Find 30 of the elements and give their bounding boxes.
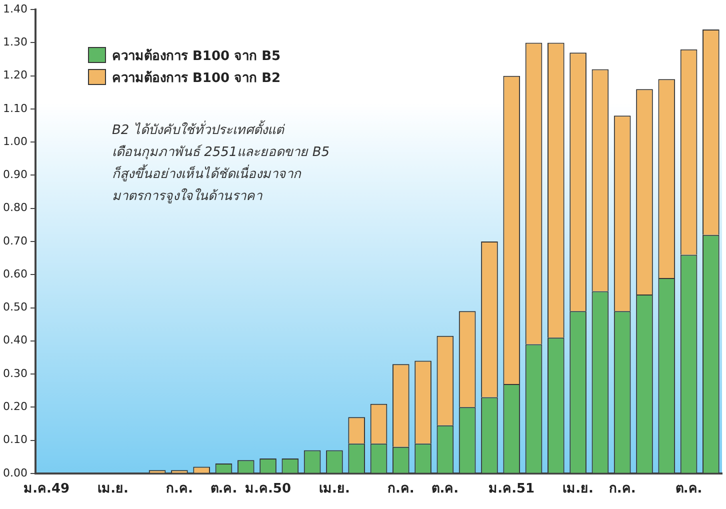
x-tick-label: ต.ค. [210, 482, 238, 497]
legend-label: ความต้องการ B100 จาก B2 [112, 70, 281, 88]
y-tick-label: 0.50 [2, 300, 28, 314]
y-tick-label: 1.20 [2, 68, 28, 82]
annotation: B2 ได้บังคับใช้ทั่วประเทศตั้งแต่ เดือนกุมภาพันธ์ 2551และยอดขาย B5 ก็สูงขึ้นอย่างเห็นได้ชัดเนื่องมาจาก มาตรการจูงใจในด้านราคา [112, 120, 330, 206]
y-tick-label: 0.20 [2, 400, 28, 413]
y-tick-label: 0.90 [2, 168, 28, 182]
x-tick-label: ต.ค. [675, 482, 702, 497]
x-tick-label: ก.ค. [166, 482, 193, 497]
x-tick-label: เม.ย. [319, 482, 350, 497]
x-tick-label: เม.ย. [98, 482, 128, 497]
y-tick-label: 0.00 [2, 466, 28, 480]
x-tick-label: ก.ค. [608, 482, 636, 497]
y-tick-label: 0.10 [2, 433, 28, 446]
y-tick-label: 1.10 [2, 102, 28, 115]
y-tick-label: 0.40 [2, 334, 28, 347]
x-tick-label: ม.ค.49 [24, 482, 70, 497]
x-tick-label: เม.ย. [562, 482, 594, 497]
x-tick-label: ม.ค.50 [245, 482, 292, 497]
y-tick-label: 0.70 [2, 234, 28, 248]
y-tick-label: 1.00 [2, 134, 28, 148]
y-tick-label: 0.30 [2, 366, 28, 380]
y-tick-label: 0.80 [2, 201, 28, 214]
legend-label: ความต้องการ B100 จาก B5 [112, 48, 281, 66]
x-tick-label: ต.ค. [432, 482, 459, 497]
y-tick-label: 1.40 [2, 2, 28, 16]
x-tick-label: ม.ค.51 [488, 482, 535, 497]
y-tick-label: 1.30 [2, 36, 28, 49]
y-tick-label: 0.60 [2, 267, 28, 280]
x-tick-label: ก.ค. [387, 482, 414, 497]
